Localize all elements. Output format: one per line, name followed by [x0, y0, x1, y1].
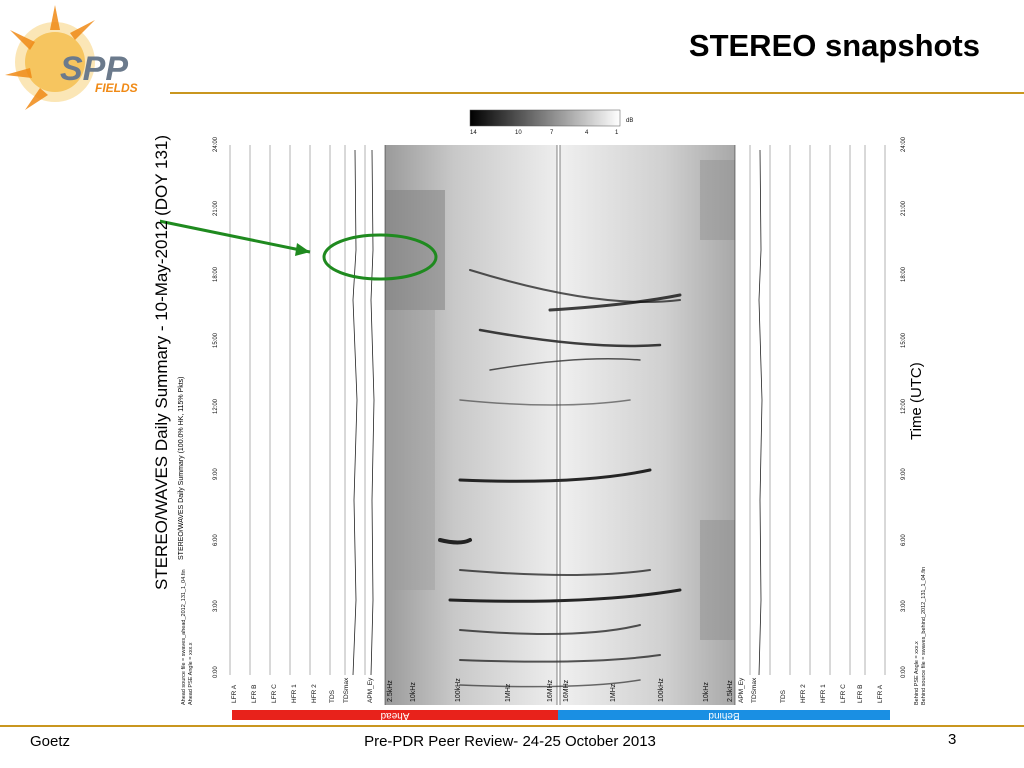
channel-label: APM_Ey — [738, 677, 745, 703]
annotation-arrow — [160, 219, 311, 256]
colorbar-tick: 4 — [585, 130, 589, 136]
ahead-channel-labels: LFR A LFR B LFR C HFR 1 HFR 2 TDS TDSmax… — [231, 677, 374, 703]
channel-label: TDS — [329, 689, 336, 703]
channel-label: TDS — [780, 689, 787, 703]
channel-label: HFR 2 — [800, 684, 807, 703]
time-tick: 21:00 — [901, 200, 907, 216]
sun-icon — [5, 5, 95, 110]
ahead-source-info: Ahead source file = swaves_ahead_2012_13… — [181, 569, 194, 705]
time-tick: 18:00 — [901, 266, 907, 282]
time-tick: 12:00 — [213, 398, 219, 414]
time-tick: 3:00 — [213, 600, 219, 612]
freq-tick: 2.5kHz — [727, 680, 734, 702]
ahead-pse-text: Ahead PSE Angle = xxx.x — [188, 642, 194, 705]
behind-source-text: Behind source file = swaves_behind_2012_… — [921, 567, 927, 705]
figure-subtitle: STEREO/WAVES Daily Summary (100.0% HK, 1… — [178, 376, 185, 560]
channel-label: APM_Ey — [367, 677, 374, 703]
ahead-source-text: Ahead source file = swaves_ahead_2012_13… — [181, 569, 187, 705]
colorbar-unit: dB — [626, 118, 633, 124]
footer-event: Pre-PDR Peer Review- 24-25 October 2013 — [364, 733, 656, 750]
ahead-time-ticks: 0:00 3:00 6:00 9:00 12:00 15:00 18:00 21… — [213, 136, 219, 678]
channel-label: LFR B — [857, 685, 864, 703]
behind-spectrogram — [560, 145, 735, 705]
time-axis-label: Time (UTC) — [908, 362, 925, 440]
time-tick: 12:00 — [901, 398, 907, 414]
time-tick: 15:00 — [901, 332, 907, 348]
channel-label: LFR A — [877, 684, 884, 703]
time-tick: 6:00 — [213, 534, 219, 546]
freq-tick: 100kHz — [658, 678, 665, 702]
time-tick: 21:00 — [213, 200, 219, 216]
behind-time-ticks: 0:00 3:00 6:00 9:00 12:00 15:00 18:00 21… — [901, 136, 907, 678]
colorbar-tick: 1 — [615, 130, 619, 136]
colorbar-tick: 14 — [470, 130, 477, 136]
spp-fields-logo: SPP FIELDS — [5, 5, 138, 110]
freq-tick: 16MHz — [563, 679, 570, 702]
time-tick: 3:00 — [901, 600, 907, 612]
behind-pse-text: Behind PSE Angle = xxx.x — [914, 641, 920, 705]
time-tick: 0:00 — [901, 666, 907, 678]
behind-bar: Behind — [558, 710, 890, 721]
top-rule — [170, 92, 1024, 94]
figure-title: STEREO/WAVES Daily Summary - 10-May-2012… — [152, 134, 171, 590]
behind-source-info: Behind PSE Angle = xxx.x Behind source f… — [914, 567, 927, 705]
behind-freq-ticks: 16MHz 1MHz 100kHz 10kHz 2.5kHz — [563, 678, 734, 702]
ahead-spectrogram — [385, 145, 557, 705]
time-tick: 9:00 — [213, 468, 219, 480]
ahead-bar: Ahead — [232, 710, 558, 721]
page-number: 3 — [948, 731, 957, 748]
freq-tick: 100kHz — [455, 678, 462, 702]
ahead-freq-ticks: 2.5kHz 10kHz 100kHz 1MHz 16MHz — [387, 678, 554, 702]
time-tick: 15:00 — [213, 332, 219, 348]
stereo-summary-figure: 14 10 7 4 1 dB — [160, 109, 927, 705]
channel-label: TDSmax — [343, 677, 350, 703]
colorbar-tick: 7 — [550, 130, 554, 136]
logo-main-text: SPP — [60, 50, 128, 88]
channel-label: LFR C — [271, 684, 278, 703]
time-tick: 18:00 — [213, 266, 219, 282]
freq-tick: 10kHz — [703, 682, 710, 702]
colorbar-tick: 10 — [515, 130, 522, 136]
channel-label: LFR A — [231, 684, 238, 703]
behind-channel-strips — [749, 145, 886, 676]
channel-label: HFR 1 — [820, 684, 827, 703]
channel-label: HFR 2 — [311, 684, 318, 703]
time-tick: 24:00 — [901, 136, 907, 152]
colorbar — [469, 109, 621, 127]
bottom-rule — [0, 725, 1024, 727]
burst-streaks — [438, 269, 682, 688]
ahead-channel-strips — [229, 145, 375, 676]
ahead-label: Ahead — [380, 710, 410, 721]
time-tick: 9:00 — [901, 468, 907, 480]
slide-title: STEREO snapshots — [688, 28, 980, 63]
behind-label: Behind — [708, 710, 740, 721]
footer-author: Goetz — [30, 733, 71, 750]
freq-tick: 10kHz — [410, 682, 417, 702]
colorbar-ticks: 14 10 7 4 1 dB — [470, 118, 633, 136]
annotation-ellipse — [322, 233, 438, 281]
time-tick: 6:00 — [901, 534, 907, 546]
channel-label: HFR 1 — [291, 684, 298, 703]
time-tick: 0:00 — [213, 666, 219, 678]
behind-channel-labels: APM_Ey TDSmax TDS HFR 2 HFR 1 LFR C LFR … — [738, 677, 884, 703]
freq-tick: 1MHz — [505, 683, 512, 702]
logo-sub-text: FIELDS — [95, 81, 138, 95]
freq-tick: 1MHz — [610, 683, 617, 702]
freq-tick: 16MHz — [547, 679, 554, 702]
freq-tick: 2.5kHz — [387, 680, 394, 702]
channel-label: LFR C — [840, 684, 847, 703]
time-tick: 24:00 — [213, 136, 219, 152]
channel-label: TDSmax — [751, 677, 758, 703]
channel-label: LFR B — [251, 685, 258, 703]
